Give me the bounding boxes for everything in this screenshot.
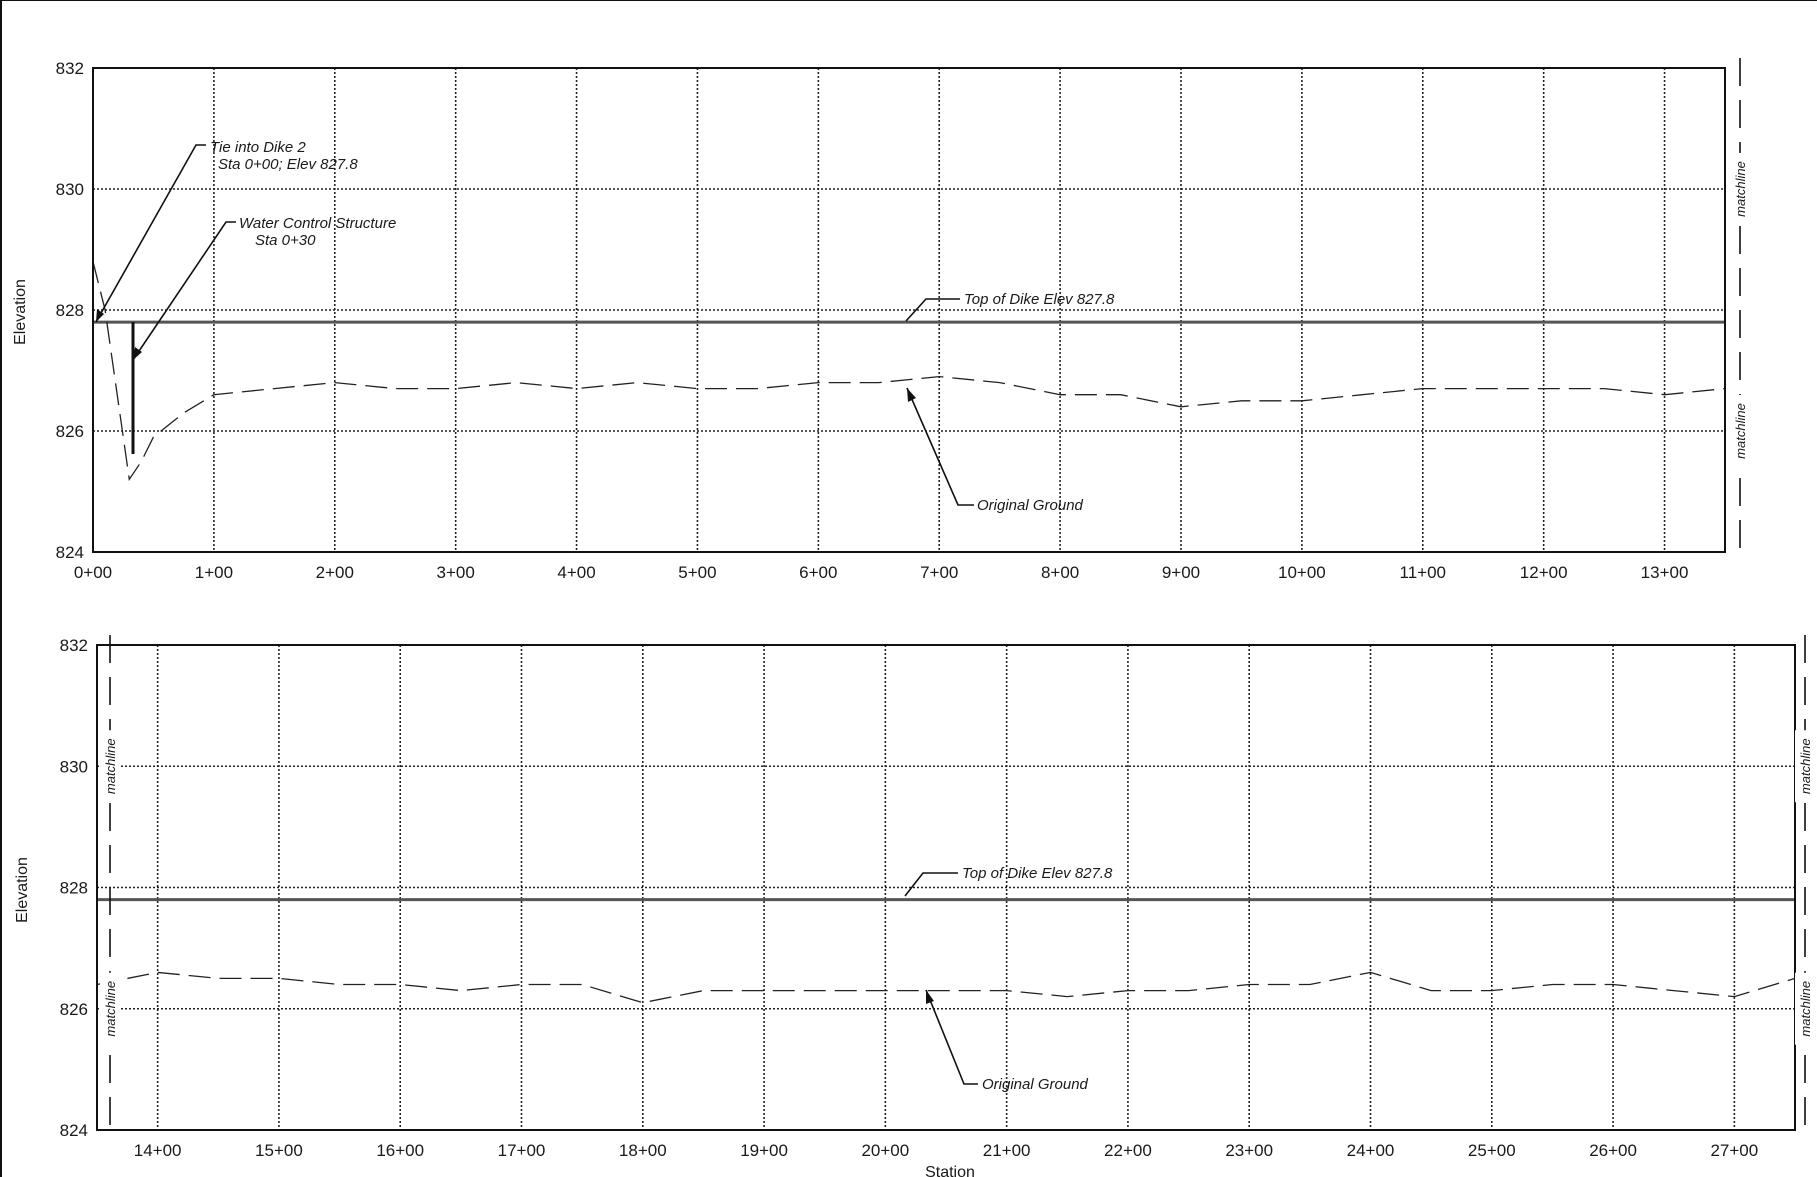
x-tick-label: 23+00 (1225, 1141, 1273, 1160)
ground-label: Original Ground (977, 497, 1084, 514)
ground-label-leader (906, 387, 974, 506)
dike-label-leader (905, 298, 960, 322)
x-tick-label: 17+00 (498, 1141, 546, 1160)
y-axis-title: Elevation (12, 279, 29, 345)
x-tick-label: 6+00 (799, 563, 837, 582)
x-tick-label: 24+00 (1347, 1141, 1395, 1160)
x-tick-label: 8+00 (1041, 563, 1079, 582)
grid (92, 68, 1725, 552)
y-tick-label: 828 (60, 879, 88, 898)
y-tick-label: 826 (60, 1000, 88, 1019)
x-tick-label: 10+00 (1278, 563, 1326, 582)
tie-in-note-line1: Tie into Dike 2 (210, 139, 306, 156)
original-ground-series (96, 971, 1796, 1004)
x-tick-label: 15+00 (255, 1141, 303, 1160)
dike-label-leader (904, 872, 958, 897)
tie-in-leader (95, 144, 206, 323)
y-tick-labels: 824 826 828 830 832 (56, 59, 84, 562)
profile-panel-lower: 824 826 828 830 832 14+00 15+00 16+00 17+00 18+0… (14, 635, 1815, 1177)
ground-arrowhead (907, 388, 916, 402)
y-tick-label: 828 (56, 301, 84, 320)
matchline-label-gap (100, 730, 120, 803)
plot-frame (92, 67, 1726, 553)
x-tick-label: 21+00 (983, 1141, 1031, 1160)
matchline-label-gap (1795, 972, 1815, 1045)
y-tick-label: 830 (56, 180, 84, 199)
y-tick-label: 830 (60, 757, 88, 776)
tie-in-arrowhead (96, 309, 104, 322)
x-tick-label: 20+00 (861, 1141, 909, 1160)
x-tick-label: 27+00 (1710, 1141, 1758, 1160)
x-tick-labels: 0+00 1+00 2+00 3+00 4+00 5+00 6+00 7+00 8+00 9+00… (74, 563, 1689, 582)
x-tick-label: 4+00 (557, 563, 595, 582)
original-ground-line (92, 261, 1726, 482)
x-tick-label: 14+00 (134, 1141, 182, 1160)
y-tick-label: 824 (56, 543, 84, 562)
y-tick-label: 832 (56, 59, 84, 78)
structure-arrowhead (133, 347, 142, 360)
x-tick-label: 19+00 (740, 1141, 788, 1160)
grid (97, 645, 1795, 1130)
matchline-label-gap (1795, 730, 1815, 803)
x-tick-label: 12+00 (1520, 563, 1568, 582)
x-tick-label: 1+00 (195, 563, 233, 582)
y-tick-labels: 824 826 828 830 832 (60, 636, 88, 1140)
x-axis-title: Station (925, 1164, 975, 1177)
original-ground-series (92, 261, 1726, 482)
matchline-label: matchline (103, 981, 118, 1037)
y-tick-label: 824 (60, 1121, 88, 1140)
ground-label: Original Ground (982, 1076, 1089, 1093)
x-tick-label: 26+00 (1589, 1141, 1637, 1160)
x-tick-label: 7+00 (920, 563, 958, 582)
x-tick-labels: 14+00 15+00 16+00 17+00 18+00 19+00 20+00 21+00… (134, 1141, 1758, 1160)
matchline-markers: matchline matchline (1730, 58, 1750, 557)
matchline-label: matchline (1798, 981, 1813, 1037)
x-tick-label: 25+00 (1468, 1141, 1516, 1160)
dike-label: Top of Dike Elev 827.8 (964, 291, 1115, 308)
plot-frame (96, 644, 1796, 1131)
x-tick-label: 22+00 (1104, 1141, 1152, 1160)
matchline-label: matchline (103, 738, 118, 794)
matchline-label-gap (1730, 153, 1750, 225)
y-axis-title: Elevation (14, 857, 31, 923)
matchline-label-gap (1730, 395, 1750, 467)
matchline-label: matchline (1733, 161, 1748, 217)
x-tick-label: 9+00 (1162, 563, 1200, 582)
profile-panel-upper: 824 826 828 830 832 0+00 1+00 2+00 3+00 4+00 5+00… (12, 58, 1750, 582)
x-tick-label: 5+00 (678, 563, 716, 582)
tie-in-note-line2: Sta 0+00; Elev 827.8 (218, 156, 358, 173)
dike-label: Top of Dike Elev 827.8 (962, 865, 1113, 882)
x-tick-label: 11+00 (1400, 563, 1446, 582)
ground-label-leader (925, 989, 978, 1085)
matchline-markers: matchline matchline matchline matchline (100, 635, 1815, 1135)
y-tick-label: 832 (60, 636, 88, 655)
original-ground-line (96, 971, 1796, 1004)
matchline-label: matchline (1733, 403, 1748, 459)
ground-arrowhead (926, 990, 934, 1004)
x-tick-label: 13+00 (1641, 563, 1689, 582)
matchline-label-gap (100, 972, 120, 1045)
structure-note-line1: Water Control Structure (239, 215, 396, 232)
x-tick-label: 16+00 (376, 1141, 424, 1160)
x-tick-label: 0+00 (74, 563, 112, 582)
structure-leader (132, 221, 236, 361)
matchline-label: matchline (1798, 738, 1813, 794)
y-tick-label: 826 (56, 422, 84, 441)
x-tick-label: 2+00 (316, 563, 354, 582)
x-tick-label: 3+00 (437, 563, 475, 582)
x-tick-label: 18+00 (619, 1141, 667, 1160)
structure-note-line2: Sta 0+30 (255, 232, 316, 249)
